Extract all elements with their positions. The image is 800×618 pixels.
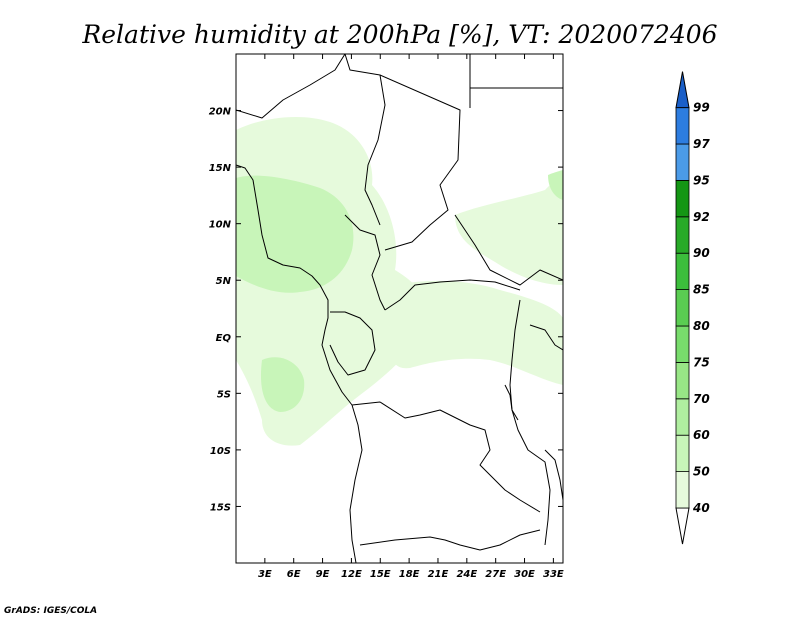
colorbar-segment (675, 143, 690, 181)
colorbar-segment (675, 398, 690, 436)
border-east-africa (529, 324, 563, 351)
x-tick-label: 15E (370, 569, 391, 580)
x-tick-label: 24E (456, 569, 477, 580)
humidity-field (236, 116, 563, 446)
colorbar-level-label: 75 (693, 355, 710, 369)
border-niger-chad (344, 54, 386, 226)
x-tick-label: 30E (514, 569, 535, 580)
colorbar-segment (675, 216, 690, 254)
colorbar-level-label: 50 (693, 465, 710, 479)
map-frame (235, 53, 564, 564)
humidity-region-gulf-50 (260, 357, 305, 412)
x-axis: 3E 6E 9E 12E 15E 18E 21E 24E 27E 30E 33E (258, 54, 564, 580)
lake-tanganyika (504, 384, 519, 421)
colorbar-level-label: 92 (693, 210, 710, 224)
humidity-region-east-40 (455, 168, 563, 285)
colorbar-level-label: 80 (693, 319, 710, 333)
border-chad-sudan (379, 74, 461, 251)
colorbar-segment (675, 289, 690, 327)
colorbar-level-label: 60 (693, 428, 710, 442)
colorbar-top-arrow (675, 71, 690, 109)
x-tick-label: 3E (258, 569, 272, 580)
border-congo (329, 311, 376, 376)
border-great-lakes (509, 299, 551, 546)
chart-title: Relative humidity at 200hPa [%], VT: 202… (81, 20, 717, 49)
colorbar-segment (675, 107, 690, 145)
border-sudan-south (454, 214, 563, 286)
border-nigeria-cameroon (344, 214, 386, 311)
humidity-region-east-50 (548, 170, 563, 200)
colorbar-segment (675, 434, 690, 473)
x-tick-label: 9E (316, 569, 330, 580)
y-tick-label: 5S (217, 389, 231, 400)
x-tick-label: 12E (341, 569, 362, 580)
y-tick-label: 15N (209, 163, 232, 174)
y-tick-label: 10N (209, 220, 232, 231)
border-drc-angola (351, 401, 541, 513)
x-tick-label: 18E (399, 569, 420, 580)
colorbar-level-label: 70 (693, 392, 710, 406)
colorbar-segment (675, 325, 690, 363)
coastline-west-africa (236, 164, 363, 563)
y-tick-label: 15S (210, 502, 231, 513)
colorbar-segment (675, 471, 690, 509)
y-tick-label: 20N (209, 107, 232, 118)
x-tick-label: 33E (543, 569, 564, 580)
colorbar: 40 50 60 70 75 80 85 90 92 95 97 99 (675, 71, 710, 545)
y-tick-label: EQ (216, 333, 232, 344)
colorbar-level-label: 97 (693, 137, 710, 151)
colorbar-level-label: 99 (693, 101, 710, 115)
border-sahel (236, 54, 346, 119)
y-tick-label: 5N (216, 276, 232, 287)
colorbar-level-label: 85 (693, 283, 710, 297)
colorbar-bottom-arrow (675, 507, 690, 545)
grads-credit: GrADS: IGES/COLA (4, 606, 97, 616)
colorbar-segment (675, 179, 690, 218)
y-tick-label: 10S (210, 446, 231, 457)
border-mozambique (544, 449, 563, 501)
colorbar-level-label: 40 (692, 501, 710, 515)
x-tick-label: 6E (287, 569, 301, 580)
humidity-region-central-40 (390, 280, 563, 385)
colorbar-level-label: 90 (693, 246, 710, 260)
x-tick-label: 21E (428, 569, 449, 580)
border-car-drc (384, 279, 521, 311)
map-area: 3E 6E 9E 12E 15E 18E 21E 24E 27E 30E 33E 20N 15N 10N… (209, 53, 564, 580)
x-tick-label: 27E (485, 569, 506, 580)
country-borders (236, 54, 563, 563)
y-axis: 20N 15N 10N 5N EQ 5S 10S 15S (209, 107, 563, 513)
border-angola-south (359, 529, 541, 551)
humidity-region-west-50 (236, 175, 354, 293)
colorbar-segment (675, 361, 690, 400)
colorbar-segment (675, 252, 690, 290)
colorbar-level-label: 95 (693, 173, 710, 187)
